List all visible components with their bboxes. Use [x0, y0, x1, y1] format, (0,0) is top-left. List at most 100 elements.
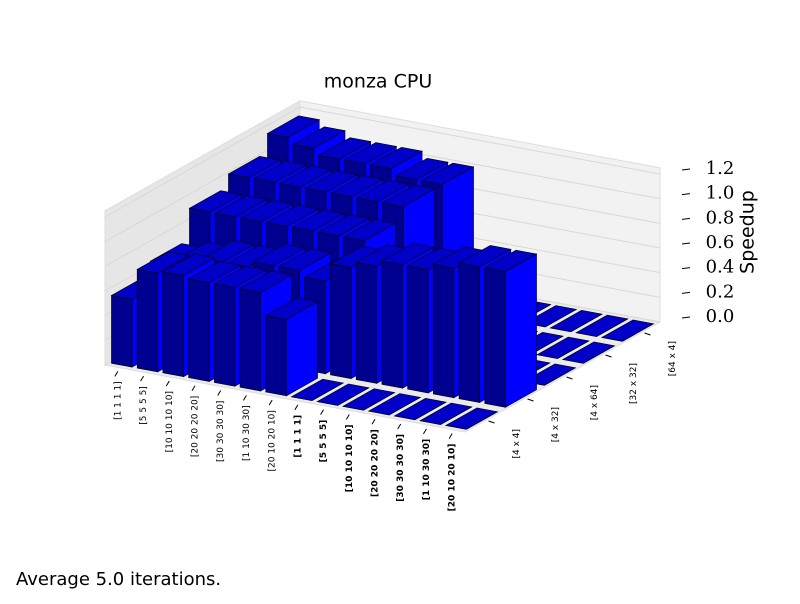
- bar-top: [264, 297, 319, 320]
- bar-front: [265, 315, 287, 397]
- bar-front: [433, 264, 455, 399]
- bar-top: [342, 388, 396, 411]
- z-tick: [681, 168, 691, 171]
- bar-top: [419, 402, 473, 425]
- bar-top: [266, 115, 321, 138]
- bar-top: [188, 190, 243, 213]
- bar-top: [187, 261, 242, 284]
- x-tick: [422, 428, 427, 435]
- bar-top: [395, 157, 449, 181]
- x-tick-label: [1 10 30 30]: [422, 439, 432, 500]
- z-tick-label: 0.0: [706, 306, 735, 327]
- bar-top: [318, 137, 372, 160]
- bar-front: [136, 269, 159, 373]
- z-tick: [681, 267, 691, 270]
- z-tick-label: 0.2: [706, 281, 735, 302]
- z-tick-label: 0.8: [706, 207, 735, 228]
- bar: [342, 388, 396, 411]
- y-tick: [527, 398, 534, 402]
- bar-front: [330, 263, 352, 379]
- bar: [290, 378, 345, 401]
- y-tick-label: [32 x 32]: [629, 363, 639, 404]
- y-tick: [644, 332, 651, 336]
- y-tick-label: [4 x 64]: [590, 385, 600, 420]
- bar-side: [505, 253, 537, 408]
- footnote: Average 5.0 iterations.: [16, 569, 221, 590]
- bar-top: [561, 341, 616, 364]
- z-tick: [681, 291, 691, 294]
- z-tick-label: 0.4: [706, 257, 735, 278]
- x-tick: [268, 399, 273, 406]
- grid-line: [104, 106, 301, 218]
- bar-top: [483, 249, 538, 272]
- bar: [367, 393, 422, 416]
- x-tick-label: [1 1 1 1]: [293, 415, 303, 458]
- bar-top: [381, 184, 436, 207]
- bar-front: [162, 271, 184, 378]
- bar-top: [367, 393, 422, 416]
- x-tick: [191, 385, 196, 392]
- y-tick-label: [4 x 4]: [512, 429, 522, 459]
- z-axis-label: Speedup: [737, 190, 759, 274]
- x-tick: [320, 409, 325, 415]
- bar-top: [291, 209, 345, 232]
- x-tick: [114, 371, 119, 377]
- x-tick-label: [20 20 20 20]: [191, 396, 201, 457]
- y-tick: [488, 420, 495, 424]
- x-tick-label: [1 10 30 30]: [242, 405, 252, 461]
- bar-top: [201, 240, 255, 263]
- bar-top: [523, 305, 578, 328]
- bar-top: [290, 378, 345, 401]
- bar-front: [111, 295, 133, 368]
- bar-top: [369, 147, 423, 170]
- y-tick: [566, 376, 573, 380]
- bar-top: [239, 270, 293, 293]
- bar-top: [253, 160, 307, 183]
- x-tick-label: [5 5 5 5]: [139, 386, 149, 425]
- bar-top: [458, 245, 512, 268]
- bar: [419, 402, 473, 425]
- x-tick-label: [10 10 10 10]: [165, 391, 175, 452]
- bar-front: [355, 262, 378, 384]
- bar: [316, 383, 370, 406]
- x-tick: [294, 404, 299, 411]
- bar-top: [227, 156, 282, 179]
- bar-top: [292, 126, 346, 149]
- z-tick: [681, 193, 691, 196]
- x-tick-label: [10 10 10 10]: [345, 424, 355, 492]
- x-tick: [140, 375, 145, 382]
- bar-top: [136, 251, 190, 274]
- x-tick-label: [1 1 1 1]: [113, 381, 123, 420]
- bar-top: [600, 319, 655, 342]
- z-tick: [681, 242, 691, 245]
- x-tick: [397, 423, 402, 430]
- z-tick-label: 1.0: [706, 183, 735, 204]
- x-tick-label: [30 30 30 30]: [396, 434, 406, 502]
- bar-front: [188, 278, 210, 382]
- bar-top: [304, 170, 359, 193]
- z-tick: [681, 316, 691, 319]
- x-tick: [242, 395, 247, 401]
- bar-top: [343, 142, 398, 165]
- bar-front: [239, 288, 261, 392]
- x-tick: [165, 380, 170, 387]
- bar: [264, 297, 319, 397]
- y-tick-label: [64 x 4]: [668, 341, 678, 376]
- x-tick-label: [20 10 20 10]: [448, 444, 458, 512]
- bar-top: [252, 243, 306, 266]
- x-tick-label: [20 20 20 20]: [371, 429, 381, 497]
- bar-front: [381, 260, 403, 389]
- bar-front: [484, 267, 506, 408]
- bar: [536, 336, 590, 359]
- bar-top: [278, 248, 332, 271]
- bar-top: [317, 214, 371, 237]
- bar-top: [214, 195, 268, 218]
- bar: [393, 398, 447, 421]
- chart-title: monza CPU: [324, 71, 432, 93]
- x-tick: [345, 414, 350, 420]
- bar-front: [458, 262, 480, 403]
- bar-top: [393, 398, 447, 421]
- bar-top: [420, 162, 475, 185]
